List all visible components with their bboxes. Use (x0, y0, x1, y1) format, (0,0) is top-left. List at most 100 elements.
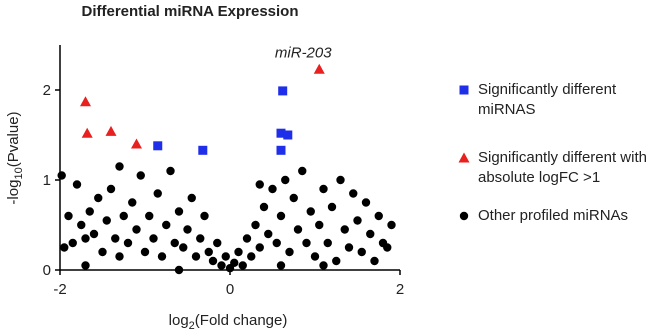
point-circle (247, 252, 256, 261)
point-circle (111, 234, 120, 243)
x-tick-label: 2 (396, 281, 404, 298)
point-circle (315, 220, 324, 230)
point-circle (213, 238, 222, 248)
y-axis-label: -log10(Pvalue) (5, 111, 25, 204)
legend-label: Significantly different with absolute lo… (478, 149, 647, 186)
y-tick-label: 2 (43, 82, 51, 99)
point-circle (366, 229, 375, 239)
point-circle (281, 175, 290, 185)
point-circle (336, 175, 345, 185)
point-circle (157, 252, 167, 261)
point-circle (332, 256, 341, 266)
point-circle (200, 211, 209, 221)
point-circle (361, 198, 371, 207)
point-circle (145, 211, 154, 221)
point-square (459, 85, 469, 95)
point-triangle (313, 63, 325, 74)
y-label-sub: 10 (13, 167, 25, 179)
point-circle (162, 220, 171, 230)
point-circle (272, 238, 281, 248)
point-circle (387, 220, 396, 230)
x-axis-label: log2(Fold change) (169, 312, 288, 332)
point-circle (102, 216, 111, 225)
y-label-part: (Pvalue) (5, 111, 22, 167)
point-circle (115, 162, 124, 171)
point-circle (323, 238, 332, 248)
point-circle (255, 243, 264, 252)
point-circle (153, 189, 162, 198)
point-circle (349, 189, 358, 198)
point-circle (183, 225, 192, 234)
point-circle (370, 256, 379, 266)
point-square (283, 130, 293, 140)
point-circle (268, 184, 277, 194)
point-circle (230, 258, 239, 267)
point-circle (191, 252, 201, 261)
point-triangle (458, 152, 470, 163)
point-circle (340, 225, 349, 234)
point-circle (106, 184, 116, 194)
point-circle (289, 193, 298, 203)
point-circle (285, 247, 294, 257)
point-circle (57, 171, 66, 180)
point-circle (251, 220, 260, 230)
point-circle (259, 202, 269, 212)
x-tick-label: -2 (53, 281, 66, 298)
point-circle (89, 229, 99, 239)
point-circle (344, 243, 354, 252)
point-circle (149, 234, 158, 243)
point-circle (72, 180, 82, 189)
point-triangle (131, 138, 142, 149)
point-circle (128, 198, 137, 207)
point-circle (140, 247, 150, 257)
point-circle (302, 238, 311, 248)
point-circle (238, 261, 247, 270)
point-circle (298, 166, 307, 176)
point-circle (221, 252, 230, 261)
point-circle (132, 225, 141, 234)
point-square (278, 86, 288, 96)
point-circle (255, 180, 264, 189)
point-circle (81, 234, 90, 243)
point-circle (64, 211, 73, 221)
point-circle (174, 265, 184, 275)
point-triangle (81, 127, 93, 138)
point-circle (170, 238, 179, 248)
point-circle (68, 238, 77, 248)
point-circle (293, 225, 303, 234)
point-circle (60, 243, 69, 252)
point-circle (217, 261, 226, 270)
x-label-part: (Fold change) (195, 312, 288, 329)
y-label-part: -log (5, 180, 22, 205)
point-circle (276, 261, 286, 270)
point-circle (319, 184, 328, 194)
y-tick-label: 0 (43, 262, 51, 279)
point-circle (179, 243, 188, 252)
point-circle (374, 211, 383, 221)
point-circle (459, 211, 469, 221)
point-circle (242, 234, 252, 243)
point-circle (319, 261, 328, 270)
point-triangle (105, 125, 117, 136)
point-circle (310, 252, 320, 261)
point-circle (115, 252, 124, 261)
point-circle (166, 166, 175, 176)
point-circle (357, 247, 366, 257)
point-square (153, 141, 163, 151)
point-circle (94, 193, 103, 203)
point-square (276, 128, 286, 138)
point-circle (81, 261, 90, 270)
point-triangle (80, 96, 91, 107)
point-circle (77, 220, 86, 230)
point-circle (196, 234, 205, 243)
point-circle (208, 256, 218, 266)
legend-label: Other profiled miRNAs (478, 207, 629, 224)
point-circle (119, 211, 128, 221)
point-square (276, 145, 286, 155)
point-circle (264, 229, 273, 239)
point-circle (234, 247, 243, 257)
point-circle (327, 202, 337, 212)
chart-title: Differential miRNA Expression (82, 3, 299, 20)
